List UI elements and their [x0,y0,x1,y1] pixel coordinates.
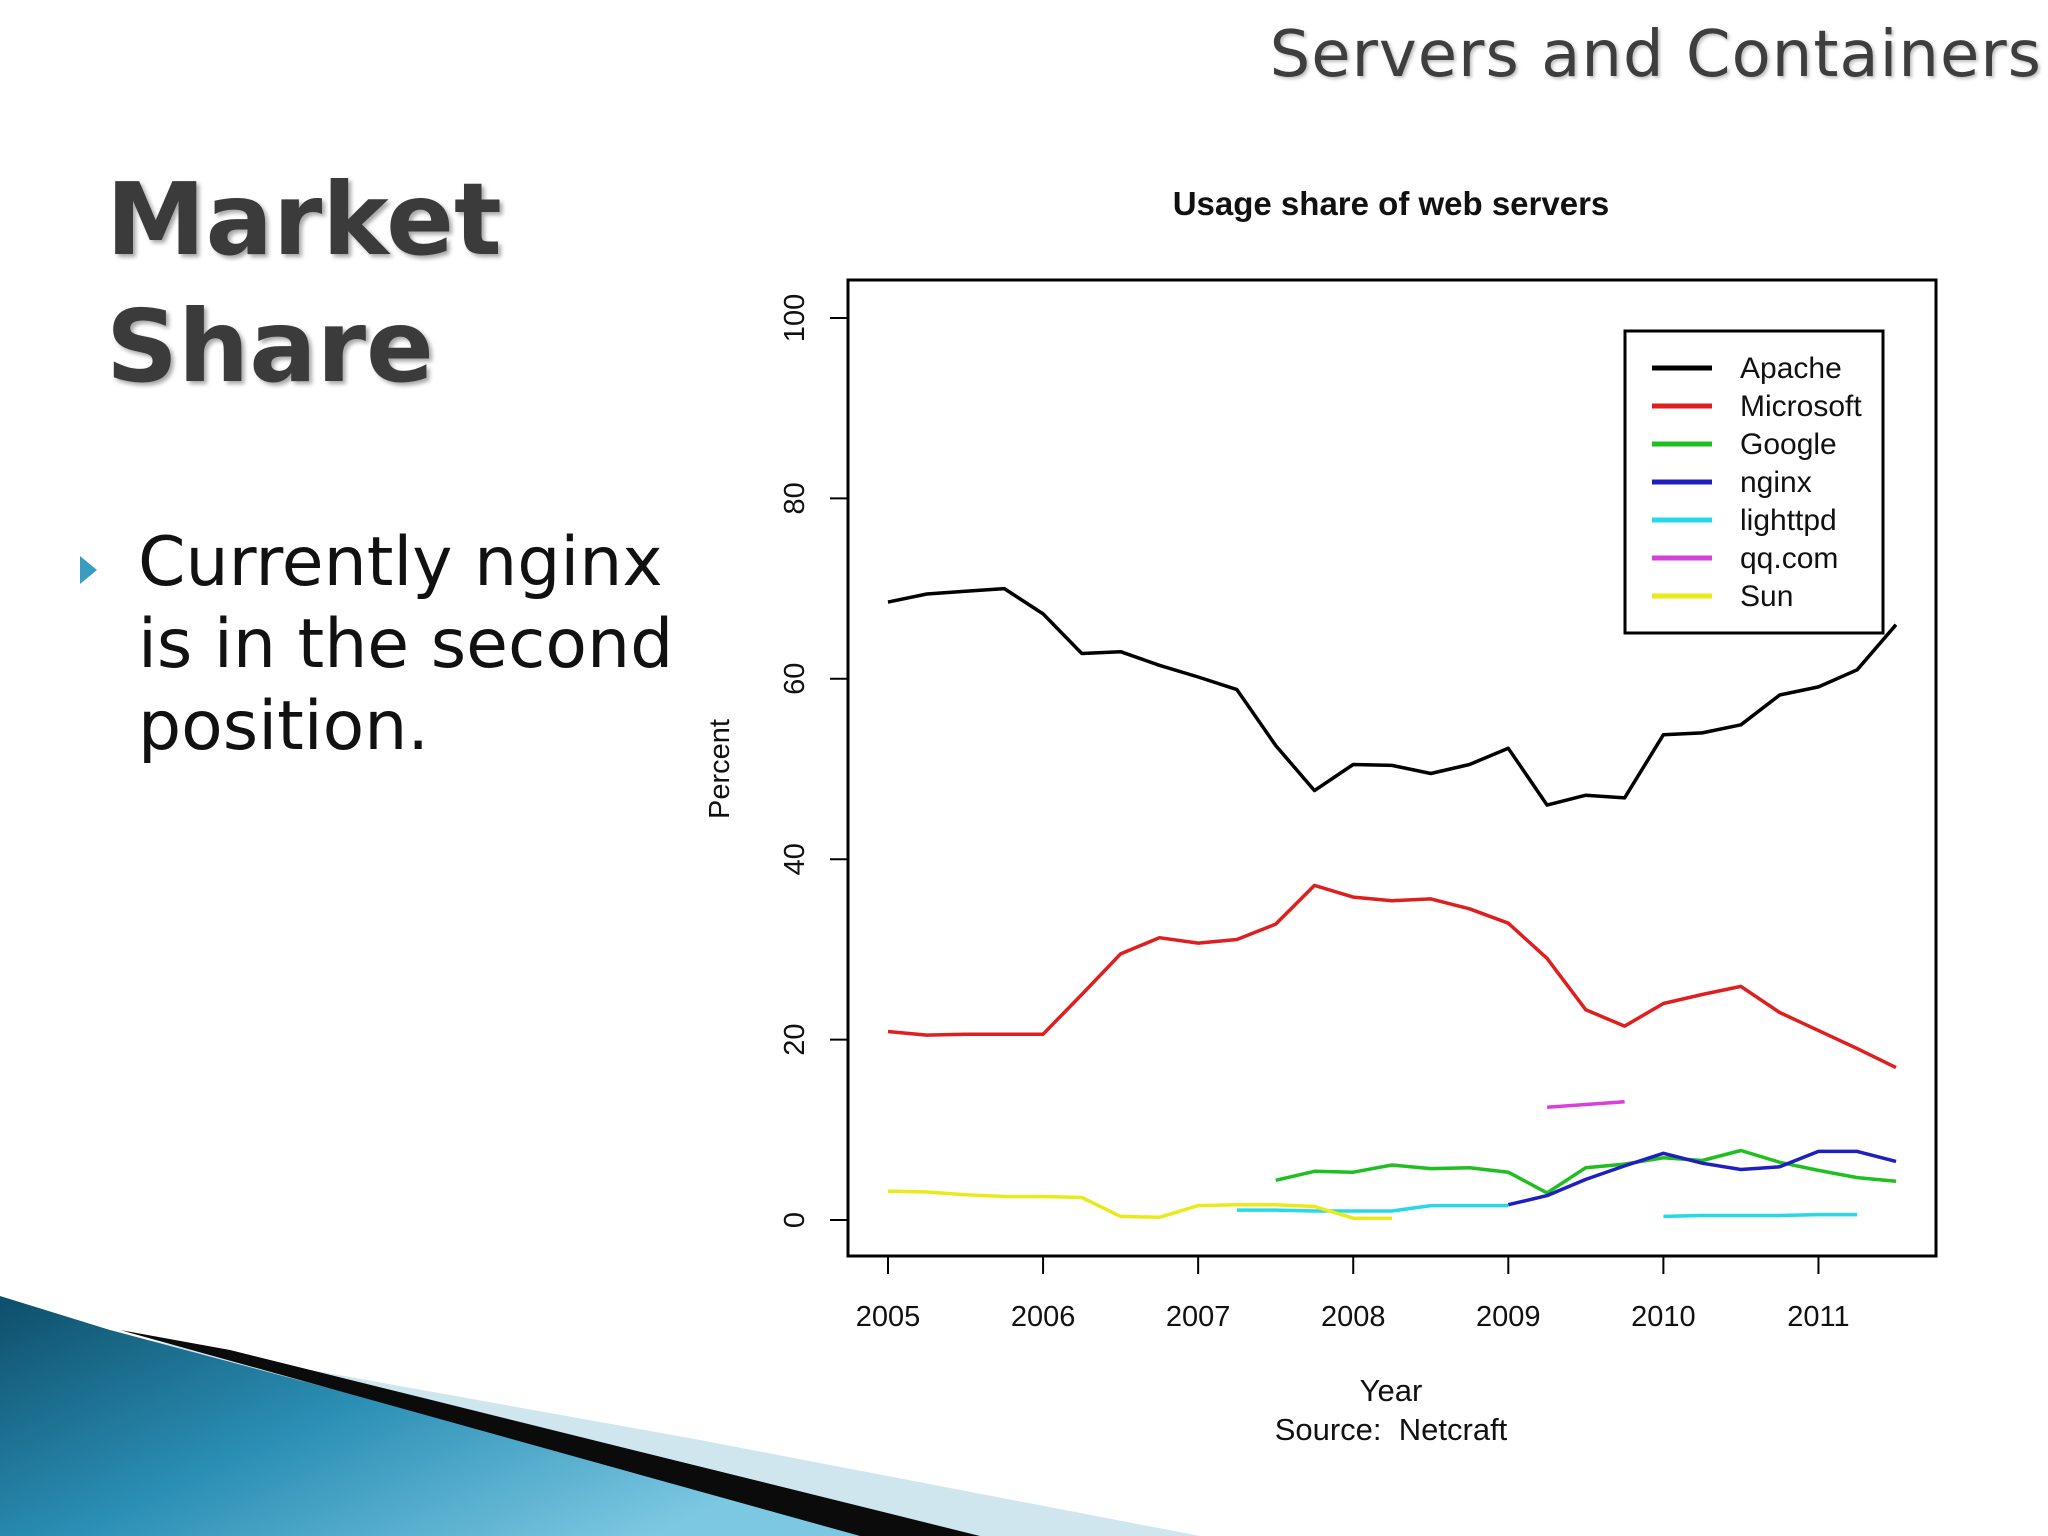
bullet-arrow-icon [80,556,97,584]
legend-label: Microsoft [1740,390,1862,423]
x-tick-label: 2007 [1166,1301,1231,1333]
y-axis: 0 20 40 60 80 100 [779,294,849,1228]
slide-title: Market Share [106,156,502,410]
x-tick-label: 2005 [856,1301,921,1333]
legend-label: qq.com [1740,542,1838,575]
series-line-qq-com [1546,1100,1625,1110]
y-tick-label: 40 [779,843,811,875]
corner-wedge-black [120,1330,980,1536]
x-tick-label: 2009 [1476,1301,1541,1333]
slide-title-line-1: Market [106,161,502,278]
header-title: Servers and Containers [1269,18,2042,92]
y-tick-label: 0 [779,1212,811,1228]
y-tick-label: 100 [779,294,811,342]
legend-label: Apache [1740,352,1842,385]
y-tick-label: 60 [779,663,811,695]
x-tick-label: 2008 [1321,1301,1386,1333]
x-axis-label: Year [1360,1373,1423,1408]
legend-label: Google [1740,428,1837,461]
x-tick-label: 2006 [1011,1301,1076,1333]
legend: Apache Microsoft Google nginx lighttpd qq.com… [1623,329,1885,635]
series-line-apache [887,586,1898,807]
legend-label: nginx [1740,466,1812,499]
slide-title-line-2: Share [106,288,434,405]
y-axis-label: Percent [704,719,736,819]
series-line-lighttpd [1236,1203,1509,1213]
series-line-google [1275,1148,1897,1195]
series-layer [887,586,1898,1220]
legend-label: Sun [1740,580,1793,613]
x-tick-label: 2010 [1631,1301,1696,1333]
chart-title: Usage share of web servers [1173,185,1610,222]
series-line-sun [887,1189,1392,1220]
source-note: Source: Netcraft [1275,1412,1508,1447]
series-line-nginx [1507,1149,1897,1207]
x-axis: 2005 2006 2007 2008 2009 2010 2011 [856,1255,1850,1333]
y-tick-label: 80 [779,482,811,514]
legend-label: lighttpd [1740,504,1837,537]
series-line-microsoft [887,883,1897,1070]
y-tick-label: 20 [779,1023,811,1055]
x-tick-label: 2011 [1787,1301,1849,1333]
bullet-text: Currently nginx is in the second positio… [138,523,674,766]
series-line-lighttpd [1663,1212,1858,1219]
